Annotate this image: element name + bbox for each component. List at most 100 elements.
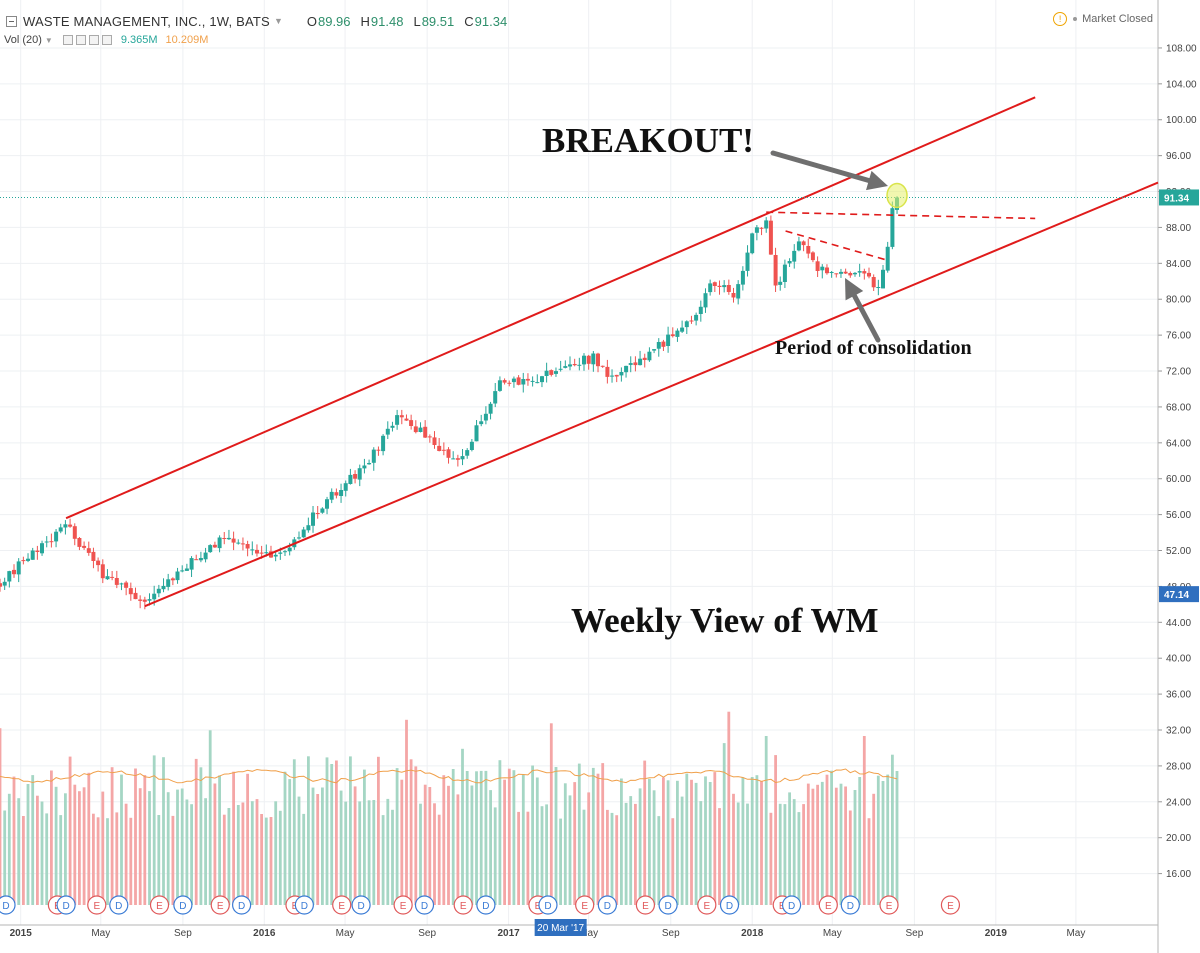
x-tick-label: May [1066, 928, 1085, 939]
add-icon[interactable] [88, 35, 99, 45]
candle-body [264, 552, 269, 554]
symbol-title[interactable]: WASTE MANAGEMENT, INC., 1W, BATS [23, 13, 270, 29]
volume-bar [241, 802, 245, 905]
candle-body [278, 552, 283, 554]
candle-body [409, 420, 414, 426]
marker-letter: E [338, 901, 345, 912]
marker-letter: D [664, 901, 671, 912]
marker-letter: E [947, 901, 954, 912]
volume-bar [321, 787, 324, 905]
x-tick-label: Sep [418, 928, 436, 939]
candle-body [44, 541, 49, 543]
candle-body [236, 542, 241, 544]
candle-body [839, 271, 843, 274]
volume-bar [120, 774, 123, 905]
volume-bar [760, 781, 763, 905]
market-status[interactable]: ! Market Closed [1053, 12, 1153, 26]
candle-body [0, 583, 2, 587]
marker-circle [697, 895, 717, 915]
marker-letter: E [535, 901, 542, 912]
volume-bar [400, 779, 404, 905]
volume-bar [344, 801, 348, 905]
y-tick-label: 56.00 [1166, 510, 1191, 521]
volume-bar [769, 812, 773, 905]
marker-letter: D [62, 901, 69, 912]
candle-body [40, 543, 44, 554]
volume-bar [582, 809, 586, 905]
dividend-marker-icon: D [294, 895, 314, 915]
marker-circle [781, 895, 802, 915]
volume-bar [358, 801, 362, 905]
y-tick-label: 36.00 [1166, 690, 1191, 701]
candle-body [796, 241, 801, 251]
eye-icon[interactable] [62, 35, 73, 45]
x-tick-label: May [823, 928, 842, 939]
chevron-down-icon[interactable]: ▼ [273, 16, 283, 26]
volume-bar [330, 764, 334, 905]
marker-circle [940, 895, 961, 915]
candle-body [142, 599, 147, 602]
volume-bar [526, 811, 530, 905]
volume-bar [409, 759, 413, 905]
volume-bar [283, 771, 287, 905]
candle-body [540, 376, 544, 383]
volume-bar [521, 774, 525, 905]
candle-body [91, 551, 96, 561]
volume-bar [31, 775, 35, 905]
candle-body [834, 273, 839, 275]
candle-body [367, 463, 372, 465]
candle-body [862, 271, 867, 274]
candle-body [605, 366, 610, 377]
breakout-highlight [886, 182, 908, 209]
consolidation-dashed-line [785, 230, 886, 261]
y-tick-label: 24.00 [1166, 797, 1191, 808]
volume-bar [652, 790, 656, 905]
volume-bar [746, 803, 749, 905]
marker-letter: E [217, 901, 224, 912]
candle-body [530, 380, 535, 382]
x-tick-label: Sep [174, 928, 192, 939]
collapse-icon[interactable] [6, 15, 17, 27]
volume-bar [64, 793, 67, 905]
marker-letter: E [460, 901, 467, 912]
earnings-marker-icon: E [575, 895, 595, 915]
volume-bar [778, 803, 782, 905]
volume-bar [563, 783, 567, 905]
y-tick-label: 64.00 [1166, 438, 1191, 449]
candle-body [647, 351, 652, 361]
candle-body [255, 549, 259, 554]
volume-bar [78, 791, 81, 905]
candle-body [100, 564, 105, 579]
dividend-marker-icon: D [351, 895, 371, 915]
chevron-down-icon[interactable]: ▼ [44, 35, 53, 45]
settings-icon[interactable] [75, 35, 86, 45]
volume-bar [666, 780, 670, 905]
candle-body [114, 578, 119, 585]
volume-label[interactable]: Vol (20) [4, 34, 42, 46]
volume-bar [377, 756, 380, 905]
volume-bar [428, 787, 432, 905]
volume-bar [138, 788, 142, 905]
candle-body [563, 366, 568, 368]
volume-bar [872, 793, 876, 905]
marker-circle [414, 895, 435, 915]
candle-body [432, 437, 437, 445]
volume-bar [704, 776, 707, 905]
close-icon[interactable] [101, 35, 112, 45]
candle-body [829, 272, 834, 273]
volume-bar [479, 770, 483, 905]
candle-body [624, 365, 629, 373]
candle-body [311, 512, 315, 526]
candle-body [703, 293, 708, 308]
candle-body [656, 342, 661, 349]
volume-bar [606, 809, 609, 905]
marker-circle [453, 895, 473, 915]
candle-body [535, 382, 540, 384]
volume-bar [386, 798, 390, 905]
candle-body [49, 541, 54, 543]
candle-body [189, 558, 194, 570]
volume-bar [106, 818, 109, 905]
volume-bar [615, 815, 619, 905]
